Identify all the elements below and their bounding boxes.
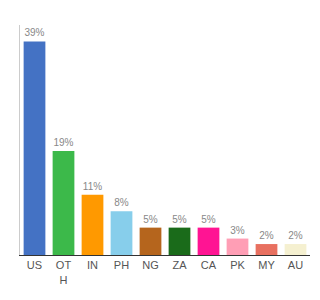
svg-text:5%: 5% <box>172 214 187 225</box>
svg-text:5%: 5% <box>201 214 216 225</box>
svg-text:NG: NG <box>142 259 159 271</box>
svg-text:2%: 2% <box>259 230 274 241</box>
svg-text:PK: PK <box>230 259 245 271</box>
svg-text:11%: 11% <box>83 181 102 192</box>
svg-text:3%: 3% <box>230 225 245 236</box>
svg-text:2%: 2% <box>288 230 303 241</box>
svg-text:8%: 8% <box>114 197 129 208</box>
svg-text:ZA: ZA <box>172 259 187 271</box>
svg-text:19%: 19% <box>53 137 73 148</box>
svg-text:39%: 39% <box>24 27 44 38</box>
svg-text:OTH: OTH <box>56 259 72 285</box>
svg-text:MY: MY <box>258 259 275 271</box>
svg-text:US: US <box>27 259 42 271</box>
svg-text:IN: IN <box>87 259 98 271</box>
svg-text:PH: PH <box>114 259 129 271</box>
svg-text:CA: CA <box>201 259 217 271</box>
svg-text:5%: 5% <box>143 214 158 225</box>
svg-text:AU: AU <box>288 259 303 271</box>
